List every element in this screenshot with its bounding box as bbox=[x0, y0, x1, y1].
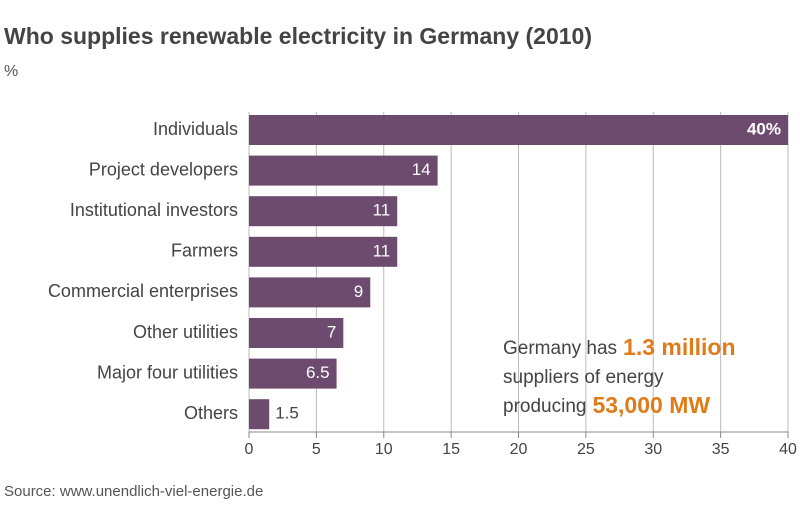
category-label: Project developers bbox=[89, 159, 238, 179]
annotation-highlight: 53,000 MW bbox=[592, 392, 710, 418]
annotation: suppliers of energy bbox=[503, 367, 664, 388]
x-tick-label: 20 bbox=[510, 441, 528, 458]
bar bbox=[249, 277, 371, 308]
bar bbox=[249, 236, 398, 267]
value-label: 9 bbox=[354, 282, 363, 301]
bar bbox=[249, 155, 438, 186]
bar bbox=[249, 115, 788, 145]
value-label: 14 bbox=[412, 160, 431, 179]
x-tick-label: 10 bbox=[375, 441, 393, 458]
category-label: Individuals bbox=[153, 119, 238, 139]
bar bbox=[249, 318, 344, 348]
x-tick-label: 5 bbox=[312, 441, 321, 458]
category-label: Others bbox=[184, 403, 238, 423]
category-label: Major four utilities bbox=[97, 362, 238, 382]
source: Source: www.unendlich-viel-energie.de bbox=[4, 483, 263, 500]
value-label: 1.5 bbox=[275, 404, 299, 423]
bar bbox=[249, 399, 270, 430]
value-label: 40% bbox=[747, 119, 781, 138]
x-tick-label: 25 bbox=[577, 441, 595, 458]
category-label: Other utilities bbox=[133, 322, 238, 342]
annotation: producing 53,000 MW bbox=[503, 392, 710, 418]
category-label: Farmers bbox=[171, 241, 238, 261]
category-label: Commercial enterprises bbox=[48, 281, 238, 301]
x-tick-label: 30 bbox=[644, 441, 662, 458]
annotation-text: producing bbox=[503, 396, 586, 417]
x-tick-label: 40 bbox=[779, 441, 797, 458]
annotation-text: suppliers of energy bbox=[503, 367, 664, 388]
annotation-text: Germany has bbox=[503, 338, 617, 359]
unit-label: % bbox=[4, 63, 18, 80]
annotation: Germany has 1.3 million bbox=[503, 334, 736, 360]
value-label: 7 bbox=[327, 322, 336, 341]
bar bbox=[249, 196, 398, 227]
bar bbox=[249, 358, 337, 389]
value-label: 6.5 bbox=[306, 363, 330, 382]
annotation-highlight: 1.3 million bbox=[623, 334, 735, 360]
value-label: 11 bbox=[373, 241, 391, 260]
value-label: 11 bbox=[373, 201, 391, 220]
x-tick-label: 15 bbox=[442, 441, 460, 458]
chart-title: Who supplies renewable electricity in Ge… bbox=[4, 23, 592, 49]
x-tick-label: 0 bbox=[245, 441, 254, 458]
category-label: Institutional investors bbox=[70, 200, 238, 220]
x-tick-label: 35 bbox=[712, 441, 730, 458]
